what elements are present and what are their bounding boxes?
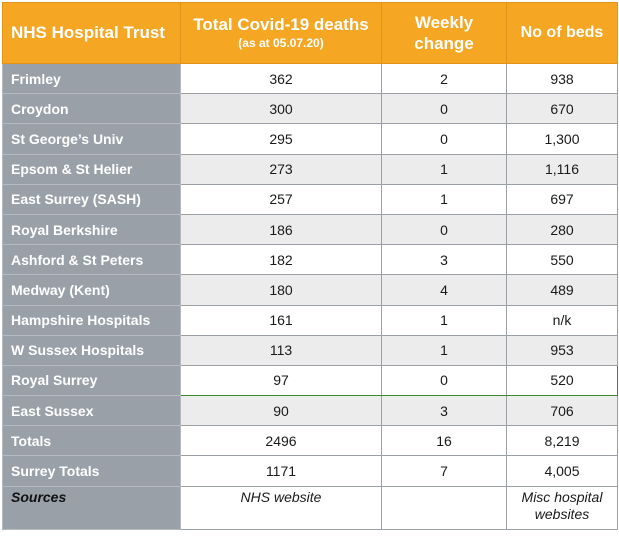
trust-name: St George’s Univ [2,123,181,155]
weekly-cell: 3 [381,395,507,427]
beds-cell: 520 [506,364,618,397]
totals-weekly: 16 [381,425,507,457]
header-deaths: Total Covid-19 deaths (as at 05.07.20) [180,2,382,64]
weekly-cell: 0 [381,93,507,125]
header-weekly: Weekly change [381,2,507,64]
beds-cell: 1,300 [506,123,618,155]
weekly-cell: 1 [381,183,507,215]
table-row: Frimley 362 2 938 [2,62,618,95]
beds-cell: 550 [506,244,618,276]
trust-name: Croydon [2,93,181,125]
weekly-cell: 1 [381,334,507,366]
surrey-totals-weekly: 7 [381,455,507,487]
trust-name: Hampshire Hospitals [2,304,181,336]
sources-label: Sources [2,485,181,530]
weekly-cell: 0 [381,364,507,397]
trust-name: Royal Berkshire [2,213,181,246]
table-row: St George’s Univ 295 0 1,300 [2,123,618,155]
deaths-cell: 273 [180,153,382,185]
trust-name: East Surrey (SASH) [2,183,181,215]
table-row: Epsom & St Helier 273 1 1,116 [2,153,618,185]
trust-name: W Sussex Hospitals [2,334,181,366]
table-row-highlighted: Royal Surrey 97 0 520 [2,364,618,397]
header-weekly-line1: Weekly [414,13,474,32]
table-row: Royal Berkshire 186 0 280 [2,213,618,246]
trust-name: Ashford & St Peters [2,244,181,276]
deaths-cell: 180 [180,274,382,306]
header-deaths-date: (as at 05.07.20) [238,36,324,50]
header-weekly-line2: change [414,34,474,53]
surrey-totals-row: Surrey Totals 1171 7 4,005 [2,455,618,487]
covid-deaths-table: NHS Hospital Trust Total Covid-19 deaths… [2,2,618,530]
trust-name: East Sussex [2,395,181,427]
totals-label: Totals [2,425,181,457]
trust-name: Frimley [2,62,181,95]
weekly-cell: 4 [381,274,507,306]
deaths-cell: 300 [180,93,382,125]
weekly-cell: 0 [381,213,507,246]
header-deaths-title: Total Covid-19 deaths [193,15,369,34]
beds-cell: 953 [506,334,618,366]
weekly-cell: 1 [381,304,507,336]
weekly-cell: 0 [381,123,507,155]
deaths-cell: 90 [180,395,382,427]
sources-weekly [381,485,507,530]
deaths-cell: 186 [180,213,382,246]
beds-cell: 280 [506,213,618,246]
deaths-cell: 295 [180,123,382,155]
sources-beds-line1: Misc hospital [521,488,603,505]
surrey-totals-deaths: 1171 [180,455,382,487]
trust-name: Epsom & St Helier [2,153,181,185]
header-trust: NHS Hospital Trust [2,2,181,64]
totals-beds: 8,219 [506,425,618,457]
surrey-totals-beds: 4,005 [506,455,618,487]
beds-cell: 1,116 [506,153,618,185]
sources-beds-line2: websites [534,505,590,522]
beds-cell: 697 [506,183,618,215]
deaths-cell: 362 [180,62,382,95]
header-beds: No of beds [506,2,618,64]
beds-cell: 938 [506,62,618,95]
weekly-cell: 1 [381,153,507,185]
weekly-cell: 2 [381,62,507,95]
table-row: Croydon 300 0 670 [2,93,618,125]
table-row: East Sussex 90 3 706 [2,395,618,427]
table-row: Ashford & St Peters 182 3 550 [2,244,618,276]
table-row: East Surrey (SASH) 257 1 697 [2,183,618,215]
beds-cell: n/k [506,304,618,336]
deaths-cell: 161 [180,304,382,336]
table-row: Medway (Kent) 180 4 489 [2,274,618,306]
deaths-cell: 97 [180,364,382,397]
deaths-cell: 182 [180,244,382,276]
trust-name: Medway (Kent) [2,274,181,306]
beds-cell: 706 [506,395,618,427]
header-row: NHS Hospital Trust Total Covid-19 deaths… [2,2,618,64]
sources-row: Sources NHS website Misc hospital websit… [2,485,618,530]
totals-deaths: 2496 [180,425,382,457]
beds-cell: 489 [506,274,618,306]
deaths-cell: 113 [180,334,382,366]
beds-cell: 670 [506,93,618,125]
table-row: W Sussex Hospitals 113 1 953 [2,334,618,366]
deaths-cell: 257 [180,183,382,215]
totals-row: Totals 2496 16 8,219 [2,425,618,457]
sources-deaths: NHS website [180,485,382,530]
surrey-totals-label: Surrey Totals [2,455,181,487]
table-row: Hampshire Hospitals 161 1 n/k [2,304,618,336]
trust-name: Royal Surrey [2,364,181,397]
sources-beds: Misc hospital websites [506,485,618,530]
weekly-cell: 3 [381,244,507,276]
